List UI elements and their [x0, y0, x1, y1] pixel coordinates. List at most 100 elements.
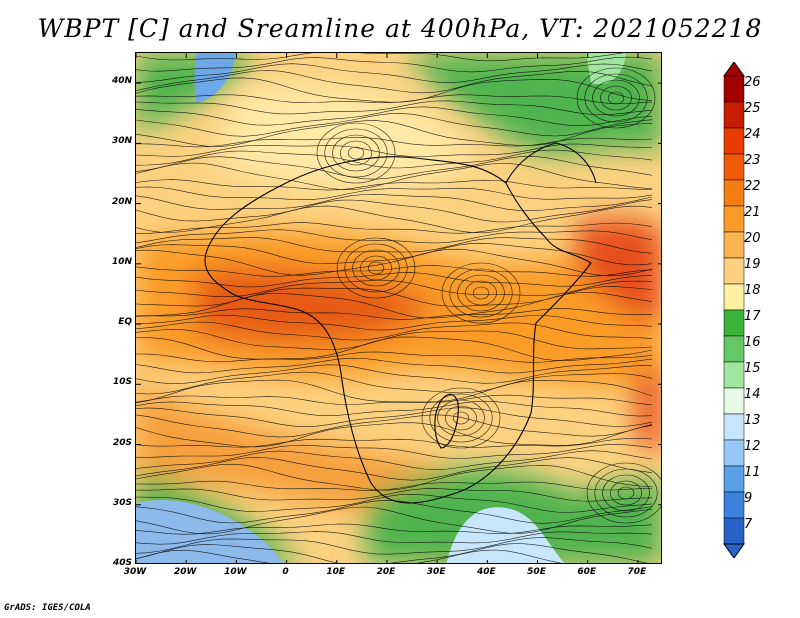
cold-region-north [194, 53, 236, 103]
vortex-streamline [324, 128, 388, 178]
streamline [136, 265, 653, 277]
vortex-streamline [610, 480, 642, 506]
streamline [136, 371, 653, 395]
colorbar-bottom-arrow [723, 543, 745, 559]
streamline [136, 120, 653, 147]
colorbar-level-label: 17 [744, 309, 761, 324]
lat-tick-label: 20S [112, 437, 132, 448]
streamline [136, 321, 653, 341]
streamline [136, 162, 653, 191]
streamline [136, 336, 653, 361]
streamline [136, 422, 653, 448]
colorbar-box [723, 439, 745, 467]
vortex-streamline [332, 134, 380, 172]
lat-tick-label: 10N [111, 256, 132, 267]
vortex-streamline [592, 79, 640, 117]
coastlines [204, 142, 597, 504]
streamline [136, 506, 653, 535]
streamline [136, 186, 653, 201]
streamline [136, 456, 653, 481]
colorbar-level-label: 16 [744, 335, 761, 350]
lon-tick-label: 70E [627, 567, 647, 577]
vortex-streamline [352, 249, 400, 287]
wbpt-field [136, 53, 661, 563]
vortex-streamline [594, 468, 658, 518]
lon-tick-label: 20W [173, 567, 197, 577]
lat-tick-label: EQ [118, 317, 132, 328]
streamline [136, 549, 563, 563]
colorbar [722, 61, 746, 562]
colorbar-level-label: 12 [744, 439, 761, 454]
lon-tick-label: 0 [282, 567, 289, 577]
streamline [136, 63, 653, 84]
streamline [136, 314, 653, 331]
vortex-streamline [360, 255, 392, 281]
streamline [136, 248, 653, 276]
streamline [136, 155, 653, 180]
streamline [136, 149, 653, 169]
vortex-streamline [367, 261, 385, 275]
colorbar-box [723, 231, 745, 259]
streamline [136, 179, 653, 191]
colorbar-level-label: 7 [744, 517, 753, 532]
streamline [136, 113, 653, 137]
streamline [136, 394, 653, 406]
vortex-streamline [472, 286, 490, 300]
vortex-streamline [465, 280, 497, 306]
colorbar-level-label: 26 [744, 75, 761, 90]
streamline [136, 407, 653, 428]
colorbar-level-label: 14 [744, 387, 761, 402]
cold-region-south [446, 507, 565, 563]
streamline [136, 531, 653, 545]
map-panel [135, 52, 662, 564]
axis-ticks [136, 53, 661, 563]
streamline [136, 272, 653, 288]
streamlines [136, 53, 661, 563]
streamline [136, 308, 652, 320]
streamline [136, 329, 653, 350]
lon-tick-label: 30E [426, 567, 446, 577]
colorbar-box [723, 179, 745, 207]
colorbar-box [723, 387, 745, 415]
streamline [136, 237, 653, 254]
vortex-streamline [602, 474, 650, 512]
streamline [136, 229, 653, 244]
streamline [136, 488, 653, 502]
streamline [136, 137, 653, 148]
colorbar-level-label: 25 [744, 101, 761, 116]
lat-tick-label: 30N [111, 136, 132, 147]
vortex-streamline [421, 387, 501, 449]
vortex-streamline [576, 67, 656, 129]
colorbar-box [723, 101, 745, 129]
colorbar-level-label: 22 [744, 179, 761, 194]
streamline [136, 199, 653, 223]
colorbar-level-label: 13 [744, 413, 761, 428]
streamline [136, 364, 653, 385]
colorbar-level-label: 18 [744, 283, 761, 298]
vortex-streamline [452, 411, 470, 425]
colorbar-level-label: 15 [744, 361, 761, 376]
streamline [136, 463, 653, 491]
streamline [136, 351, 653, 363]
vortex-streamline [347, 146, 365, 160]
streamline [136, 94, 653, 105]
streamline [136, 193, 653, 212]
colorbar-box [723, 413, 745, 441]
streamline [136, 205, 653, 234]
colorbar-box [723, 309, 745, 337]
streamline [136, 543, 648, 563]
colorbar-box [723, 75, 745, 103]
colorbar-box [723, 491, 745, 519]
credit-text: GrADS: IGES/COLA [4, 603, 91, 613]
lat-tick-label: 10S [112, 377, 132, 388]
streamline [136, 414, 653, 438]
colorbar-level-label: 20 [744, 231, 761, 246]
lon-tick-label: 50E [527, 567, 546, 577]
colorbar-boxes [723, 61, 745, 559]
streamline [136, 450, 653, 470]
streamline [136, 53, 625, 62]
colorbar-level-label: 9 [744, 491, 753, 506]
streamline [136, 444, 653, 459]
lat-tick-label: 20N [111, 196, 132, 207]
colorbar-box [723, 283, 745, 311]
